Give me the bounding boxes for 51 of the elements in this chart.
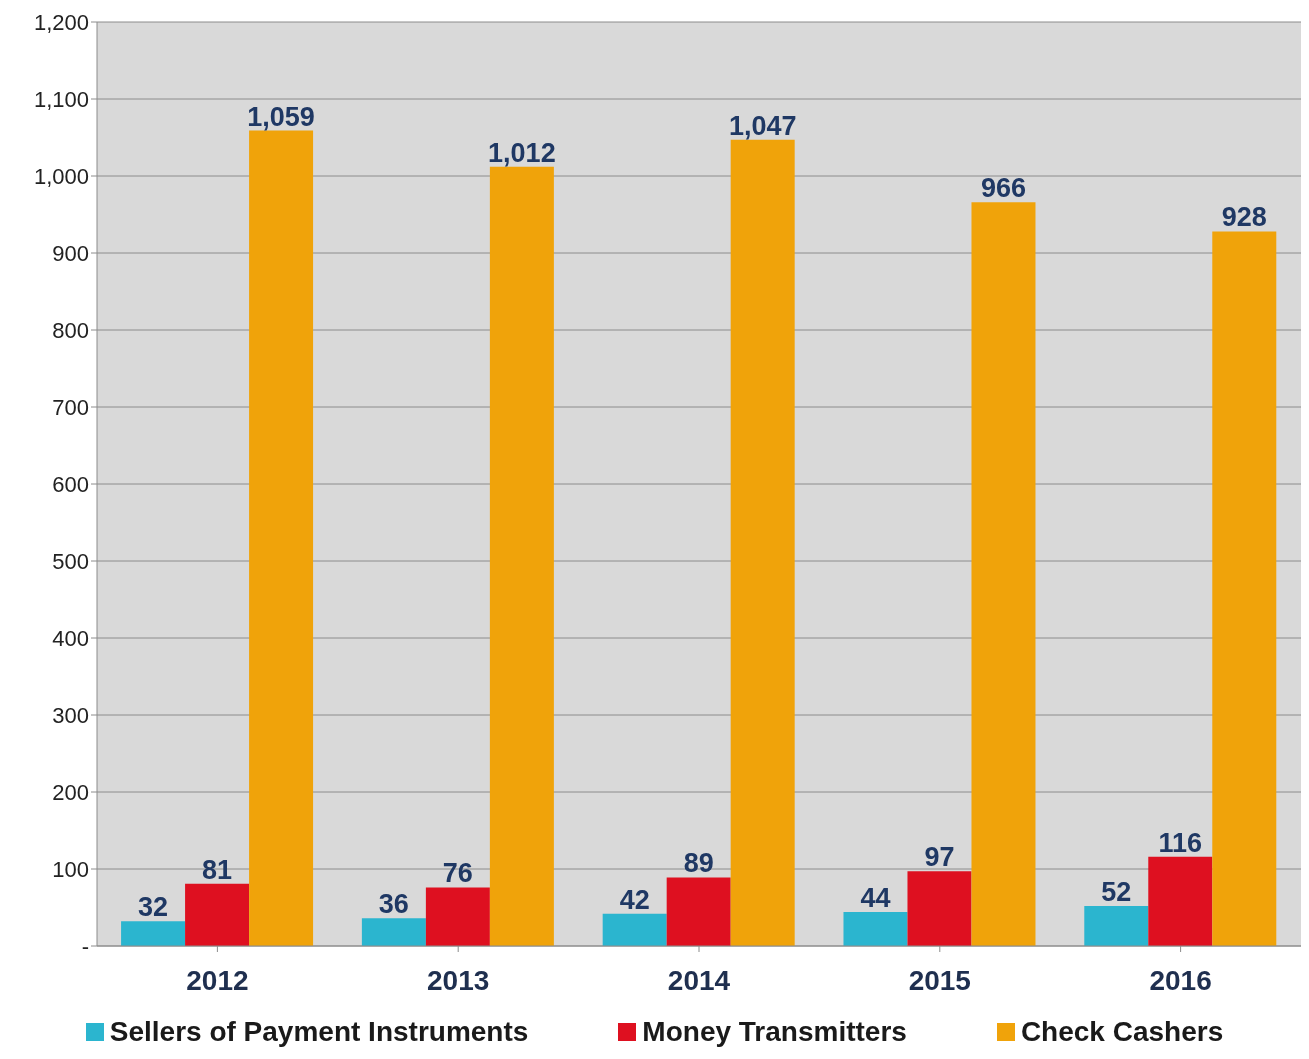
bar <box>602 913 667 946</box>
y-tick-label: 800 <box>52 317 89 343</box>
y-tick-label: - <box>81 933 89 959</box>
data-label: 89 <box>683 848 714 879</box>
y-tick-label: 100 <box>52 856 89 882</box>
data-label: 44 <box>860 883 891 914</box>
data-label: 42 <box>619 884 650 915</box>
data-label: 97 <box>924 842 955 873</box>
y-tick-label: 700 <box>52 394 89 420</box>
bar <box>730 139 795 946</box>
data-label: 52 <box>1101 876 1132 907</box>
bar <box>361 918 426 946</box>
legend-label: Money Transmitters <box>641 1016 907 1048</box>
x-tick-label: 2014 <box>667 964 731 996</box>
x-tick-label: 2015 <box>908 964 971 996</box>
data-label: 966 <box>980 173 1027 204</box>
data-label: 1,012 <box>488 137 556 168</box>
bar <box>666 877 731 946</box>
data-label: 81 <box>202 854 233 885</box>
data-label: 928 <box>1221 202 1267 233</box>
bar <box>1212 231 1277 946</box>
y-tick-label: 300 <box>52 702 89 728</box>
legend-label: Check Cashers <box>1019 1016 1224 1048</box>
bar <box>907 871 972 946</box>
bar <box>971 202 1036 946</box>
bar <box>425 887 490 946</box>
y-tick-label: 500 <box>52 548 89 574</box>
data-label: 1,047 <box>728 110 797 141</box>
y-tick-label: 400 <box>52 625 89 651</box>
legend-label: Sellers of Payment Instruments <box>108 1016 529 1048</box>
y-tick-label: 200 <box>52 779 89 805</box>
y-tick-label: 1,200 <box>33 9 89 35</box>
bar <box>249 130 314 946</box>
x-tick-label: 2016 <box>1149 964 1212 996</box>
data-label: 116 <box>1158 827 1203 858</box>
x-tick-label: 2013 <box>427 964 490 996</box>
y-tick-label: 600 <box>52 471 89 497</box>
y-tick-label: 1,000 <box>33 163 89 189</box>
bar <box>489 166 554 946</box>
bar <box>185 883 250 946</box>
data-label: 32 <box>138 892 169 923</box>
x-tick-label: 2012 <box>186 964 249 996</box>
bar <box>1084 905 1149 946</box>
data-label: 1,059 <box>247 101 315 132</box>
data-label: 36 <box>378 889 409 920</box>
bar <box>1148 856 1213 946</box>
bar <box>121 921 186 946</box>
bar <box>843 912 908 946</box>
data-label: 76 <box>442 858 473 889</box>
y-tick-label: 1,100 <box>33 86 89 112</box>
y-tick-label: 900 <box>52 240 89 266</box>
